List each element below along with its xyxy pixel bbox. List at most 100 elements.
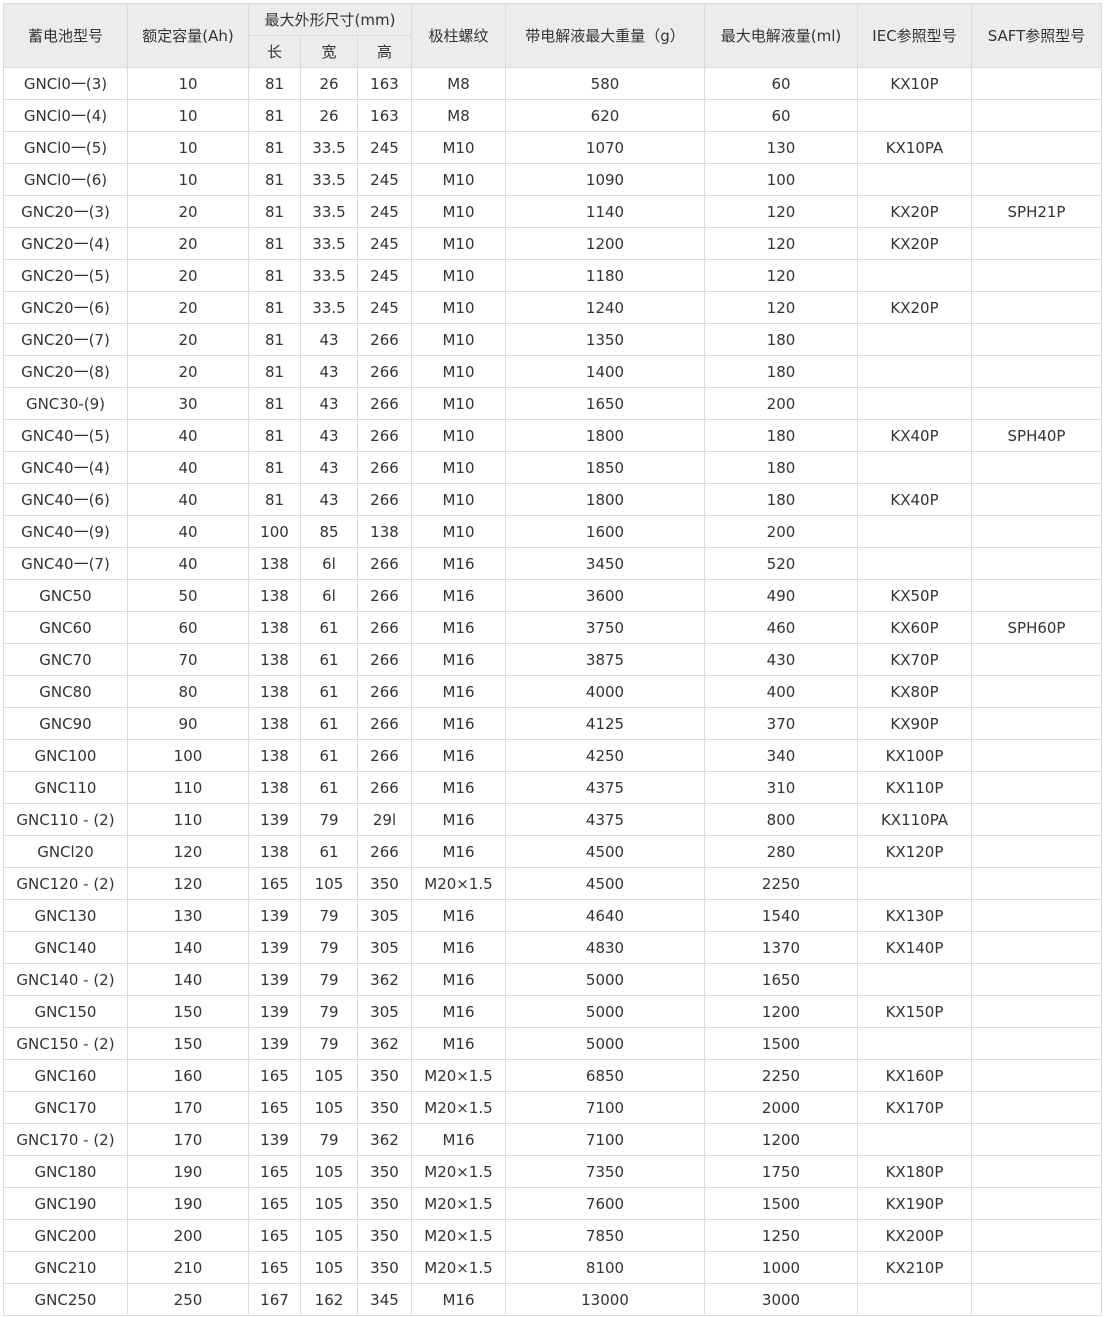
cell-length: 81 bbox=[248, 323, 301, 356]
cell-thread: M10 bbox=[411, 227, 506, 260]
cell-iec: KX40P bbox=[857, 419, 972, 452]
table-row: GNC50 50 138 6l 266 M16 3600 490 KX50P bbox=[3, 579, 1102, 612]
cell-iec: KX80P bbox=[857, 675, 972, 708]
cell-capacity: 20 bbox=[127, 323, 249, 356]
cell-electrolyte: 180 bbox=[704, 355, 858, 388]
table-header: 蓄电池型号 额定容量(Ah) 最大外形尺寸(mm) 极柱螺纹 带电解液最大重量（… bbox=[3, 3, 1102, 68]
cell-iec bbox=[857, 259, 972, 292]
cell-weight: 3875 bbox=[505, 643, 705, 676]
cell-electrolyte: 1250 bbox=[704, 1219, 858, 1252]
table-row: GNC250 250 167 162 345 M16 13000 3000 bbox=[3, 1283, 1102, 1316]
cell-iec: KX130P bbox=[857, 899, 972, 932]
cell-electrolyte: 2250 bbox=[704, 867, 858, 900]
cell-electrolyte: 1750 bbox=[704, 1155, 858, 1188]
cell-length: 139 bbox=[248, 931, 301, 964]
cell-electrolyte: 520 bbox=[704, 547, 858, 580]
cell-saft bbox=[971, 515, 1102, 548]
cell-iec: KX180P bbox=[857, 1155, 972, 1188]
cell-saft bbox=[971, 1091, 1102, 1124]
cell-length: 81 bbox=[248, 163, 301, 196]
cell-height: 266 bbox=[357, 323, 412, 356]
cell-width: 61 bbox=[300, 771, 358, 804]
cell-saft bbox=[971, 1187, 1102, 1220]
cell-weight: 3450 bbox=[505, 547, 705, 580]
cell-length: 81 bbox=[248, 99, 301, 132]
cell-weight: 1800 bbox=[505, 419, 705, 452]
cell-width: 105 bbox=[300, 1091, 358, 1124]
cell-height: 266 bbox=[357, 739, 412, 772]
cell-weight: 580 bbox=[505, 67, 705, 100]
cell-iec: KX170P bbox=[857, 1091, 972, 1124]
cell-saft bbox=[971, 707, 1102, 740]
cell-length: 139 bbox=[248, 995, 301, 1028]
table-row: GNC200 200 165 105 350 M20×1.5 7850 1250 KX200P bbox=[3, 1219, 1102, 1252]
cell-length: 138 bbox=[248, 707, 301, 740]
cell-height: 305 bbox=[357, 995, 412, 1028]
cell-width: 43 bbox=[300, 323, 358, 356]
cell-length: 138 bbox=[248, 835, 301, 868]
cell-width: 61 bbox=[300, 707, 358, 740]
cell-thread: M16 bbox=[411, 547, 506, 580]
cell-thread: M16 bbox=[411, 643, 506, 676]
cell-thread: M10 bbox=[411, 195, 506, 228]
cell-length: 139 bbox=[248, 899, 301, 932]
cell-thread: M16 bbox=[411, 931, 506, 964]
cell-weight: 4375 bbox=[505, 771, 705, 804]
cell-iec bbox=[857, 355, 972, 388]
cell-model: GNC90 bbox=[3, 707, 128, 740]
cell-width: 105 bbox=[300, 1059, 358, 1092]
cell-iec: KX60P bbox=[857, 611, 972, 644]
cell-saft bbox=[971, 1155, 1102, 1188]
cell-weight: 3750 bbox=[505, 611, 705, 644]
cell-thread: M20×1.5 bbox=[411, 1251, 506, 1284]
cell-length: 138 bbox=[248, 611, 301, 644]
cell-width: 33.5 bbox=[300, 291, 358, 324]
cell-saft bbox=[971, 1123, 1102, 1156]
cell-height: 266 bbox=[357, 643, 412, 676]
table-row: GNC20一(6) 20 81 33.5 245 M10 1240 120 KX20P bbox=[3, 291, 1102, 324]
cell-electrolyte: 1500 bbox=[704, 1187, 858, 1220]
cell-height: 266 bbox=[357, 547, 412, 580]
cell-height: 138 bbox=[357, 515, 412, 548]
cell-weight: 1400 bbox=[505, 355, 705, 388]
cell-model: GNC40一(7) bbox=[3, 547, 128, 580]
cell-capacity: 10 bbox=[127, 131, 249, 164]
cell-thread: M16 bbox=[411, 995, 506, 1028]
header-height: 高 bbox=[357, 35, 412, 68]
cell-thread: M20×1.5 bbox=[411, 1219, 506, 1252]
cell-thread: M20×1.5 bbox=[411, 1059, 506, 1092]
cell-iec: KX20P bbox=[857, 291, 972, 324]
cell-saft bbox=[971, 387, 1102, 420]
cell-weight: 4640 bbox=[505, 899, 705, 932]
cell-saft bbox=[971, 99, 1102, 132]
cell-saft bbox=[971, 483, 1102, 516]
cell-width: 61 bbox=[300, 739, 358, 772]
cell-capacity: 140 bbox=[127, 963, 249, 996]
cell-thread: M16 bbox=[411, 771, 506, 804]
cell-iec: KX10P bbox=[857, 67, 972, 100]
cell-iec bbox=[857, 163, 972, 196]
cell-width: 33.5 bbox=[300, 259, 358, 292]
cell-thread: M10 bbox=[411, 163, 506, 196]
cell-length: 81 bbox=[248, 67, 301, 100]
table-row: GNC20一(4) 20 81 33.5 245 M10 1200 120 KX20P bbox=[3, 227, 1102, 260]
cell-capacity: 10 bbox=[127, 67, 249, 100]
table-row: GNC20一(5) 20 81 33.5 245 M10 1180 120 bbox=[3, 259, 1102, 292]
cell-thread: M20×1.5 bbox=[411, 1187, 506, 1220]
cell-capacity: 160 bbox=[127, 1059, 249, 1092]
cell-iec: KX140P bbox=[857, 931, 972, 964]
cell-electrolyte: 180 bbox=[704, 323, 858, 356]
table-row: GNC170 170 165 105 350 M20×1.5 7100 2000 KX170P bbox=[3, 1091, 1102, 1124]
cell-weight: 620 bbox=[505, 99, 705, 132]
table-row: GNC40一(9) 40 100 85 138 M10 1600 200 bbox=[3, 515, 1102, 548]
cell-model: GNC100 bbox=[3, 739, 128, 772]
cell-thread: M10 bbox=[411, 387, 506, 420]
cell-length: 138 bbox=[248, 579, 301, 612]
header-saft: SAFT参照型号 bbox=[971, 3, 1102, 68]
cell-model: GNC20一(4) bbox=[3, 227, 128, 260]
cell-height: 305 bbox=[357, 899, 412, 932]
cell-height: 362 bbox=[357, 963, 412, 996]
cell-weight: 4250 bbox=[505, 739, 705, 772]
cell-model: GNC150 - (2) bbox=[3, 1027, 128, 1060]
cell-capacity: 170 bbox=[127, 1123, 249, 1156]
